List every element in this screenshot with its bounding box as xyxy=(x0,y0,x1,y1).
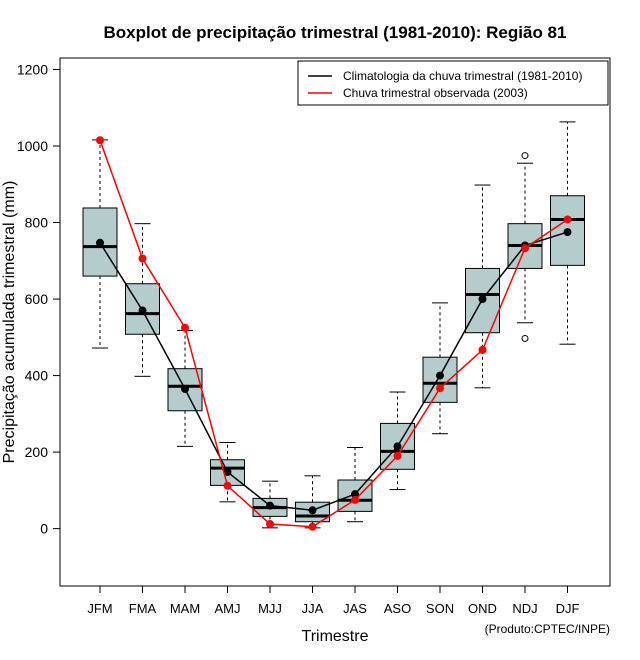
x-tick-label: JAS xyxy=(343,601,367,616)
series-point-climatology xyxy=(478,295,487,304)
series-point-climatology xyxy=(96,238,104,247)
series-point-climatology xyxy=(563,228,572,237)
x-tick-label: OND xyxy=(468,601,497,616)
series-point-climatology xyxy=(266,501,274,510)
box-son xyxy=(422,302,458,435)
series-point-observed xyxy=(351,495,359,504)
legend: Climatologia da chuva trimestral (1981-2… xyxy=(297,60,609,106)
series-point-observed xyxy=(563,215,572,224)
y-tick-label: 200 xyxy=(25,444,49,460)
legend-box xyxy=(297,60,609,106)
box-ond xyxy=(465,184,500,389)
x-tick-label: MAM xyxy=(170,601,200,616)
plot-frame xyxy=(59,57,611,587)
x-tick-label: JJA xyxy=(302,601,324,616)
series-point-observed xyxy=(521,244,529,253)
series-point-climatology xyxy=(223,467,232,476)
series-point-observed xyxy=(96,136,104,145)
x-tick-label: SON xyxy=(426,601,454,616)
outlier-point xyxy=(521,334,529,342)
x-tick-label: MJJ xyxy=(258,601,282,616)
series-point-observed xyxy=(223,481,232,490)
series-point-observed xyxy=(266,520,274,529)
series-line-climatology xyxy=(99,231,568,512)
ticks-layer: 0 200 400 600 800 1000 1200 JFM FMA MAM AMJ MJJ JJA J… xyxy=(17,61,580,616)
x-tick-label: JFM xyxy=(87,601,112,616)
y-tick-label: 0 xyxy=(40,521,48,537)
chart-title: Boxplot de precipitação trimestral (1981… xyxy=(104,23,567,42)
x-tick-label: ASO xyxy=(384,601,411,616)
series-point-climatology xyxy=(181,384,189,393)
x-axis-label: Trimestre xyxy=(302,628,369,645)
series-point-observed xyxy=(436,384,444,393)
series-point-observed xyxy=(478,345,487,354)
outlier-point xyxy=(521,152,529,160)
y-tick-label: 800 xyxy=(25,215,49,231)
y-tick-label: 600 xyxy=(25,291,49,307)
series-point-climatology xyxy=(393,442,402,451)
series-line-observed xyxy=(99,140,568,528)
y-tick-label: 1000 xyxy=(17,138,48,154)
x-tick-label: FMA xyxy=(129,601,157,616)
series-point-climatology xyxy=(351,490,359,499)
box-iqr xyxy=(422,356,458,403)
box-aso xyxy=(380,391,415,491)
credit-text: (Produto:CPTEC/INPE) xyxy=(485,622,610,636)
legend-label-climatology: Climatologia da chuva trimestral (1981-2… xyxy=(343,69,582,83)
x-tick-label: AMJ xyxy=(215,601,241,616)
legend-label-observed: Chuva trimestral observada (2003) xyxy=(343,86,528,100)
x-tick-label: DJF xyxy=(556,601,580,616)
series-point-observed xyxy=(138,254,147,263)
boxes-layer xyxy=(82,121,585,529)
y-tick-label: 400 xyxy=(25,368,49,384)
series-point-observed xyxy=(181,323,189,332)
series-point-observed xyxy=(308,522,317,531)
series-point-observed xyxy=(393,451,402,460)
box-jas xyxy=(337,446,373,523)
series-point-climatology xyxy=(308,506,317,515)
series-layer xyxy=(96,136,572,531)
y-tick-label: 1200 xyxy=(17,61,48,77)
series-point-climatology xyxy=(436,371,444,380)
series-point-climatology xyxy=(138,306,147,315)
x-tick-label: NDJ xyxy=(512,601,537,616)
plot-border xyxy=(59,57,611,587)
y-axis-label: Precipitação acumulada trimestral (mm) xyxy=(1,181,18,464)
box-fma xyxy=(125,223,160,377)
